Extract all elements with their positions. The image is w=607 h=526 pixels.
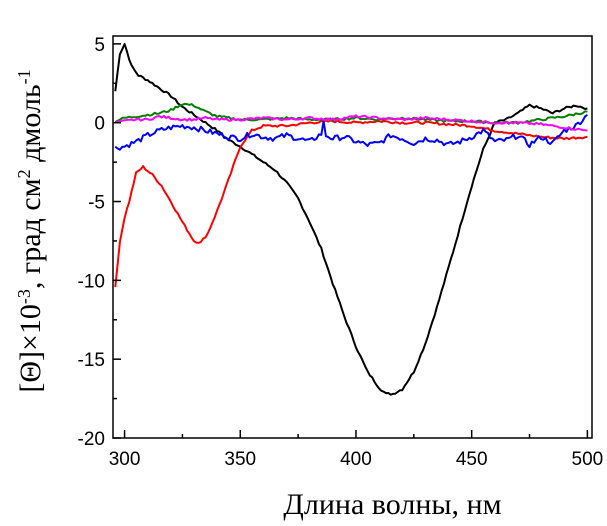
y-axis-title-part: 2 [14, 169, 34, 178]
y-axis-title-part: -1 [14, 69, 34, 84]
x-tick-label: 400 [340, 449, 372, 470]
x-tick-label: 350 [224, 449, 256, 470]
y-axis-title-part: -3 [14, 289, 34, 304]
x-axis-title: Длина волны, нм [283, 488, 501, 521]
y-axis-title-part: [Θ]×10 [14, 304, 47, 393]
plot-area [114, 43, 588, 396]
series-line-1 [114, 43, 588, 396]
y-axis-title-part: , град см [14, 178, 47, 289]
y-tick-label: 5 [94, 35, 105, 56]
y-tick-label: -15 [78, 350, 105, 371]
plot-frame [112, 35, 593, 439]
y-tick-label: 0 [94, 114, 105, 135]
y-tick-label: -20 [78, 429, 105, 450]
axis-ticks [113, 43, 589, 439]
series-line-3 [114, 113, 588, 151]
x-tick-label: 300 [109, 449, 141, 470]
y-tick-label: -10 [78, 271, 105, 292]
x-tick-label: 450 [456, 449, 488, 470]
series-line-4 [114, 102, 588, 125]
y-axis-title-part: дмоль [14, 84, 47, 169]
y-axis-title: [Θ]×10-3, град см2 дмоль-1 [14, 69, 47, 392]
y-tick-label: -5 [88, 193, 105, 214]
x-tick-label: 500 [572, 449, 604, 470]
tick-labels: 300 350 400 450 500 5 0 -5 -10 -15 -20 [78, 35, 604, 470]
series-line-5 [114, 114, 588, 132]
series-line-2 [114, 119, 588, 288]
